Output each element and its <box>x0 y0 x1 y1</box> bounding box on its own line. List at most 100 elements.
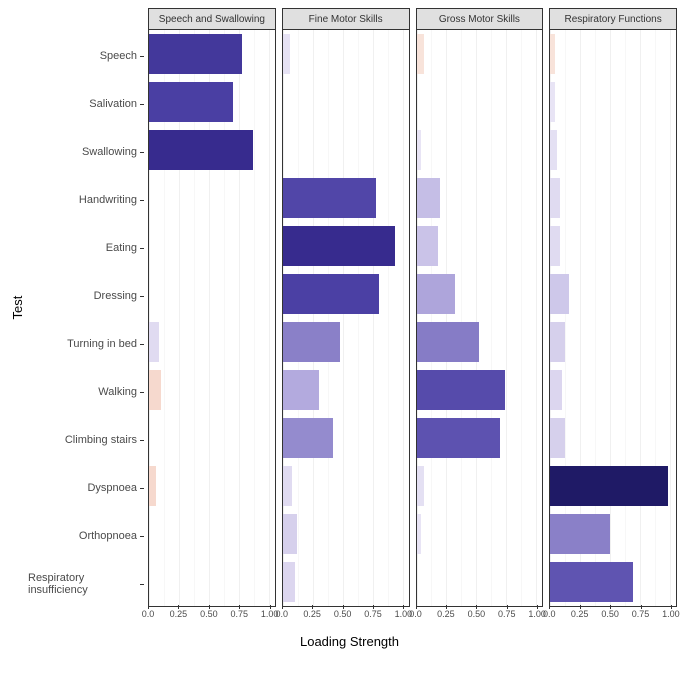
bar <box>417 226 439 266</box>
bar <box>149 370 161 410</box>
bar <box>283 562 295 602</box>
bar <box>149 130 253 170</box>
bar-row <box>283 366 409 414</box>
x-axis: 0.00.250.500.751.00 <box>416 609 544 627</box>
bar <box>149 466 156 506</box>
bar <box>550 130 557 170</box>
bar-row <box>417 126 543 174</box>
x-tick-label: 0.25 <box>170 609 188 619</box>
bar-row <box>417 78 543 126</box>
y-tick-label: Turning in bed <box>28 320 148 368</box>
bar <box>417 130 422 170</box>
y-axis-title: Test <box>10 295 25 319</box>
bar-row <box>550 174 676 222</box>
bar-row <box>550 462 676 510</box>
bar <box>550 178 560 218</box>
bar <box>149 34 242 74</box>
x-axis: 0.00.250.500.751.00 <box>148 609 276 627</box>
y-tick-label: Walking <box>28 368 148 416</box>
bar <box>283 178 376 218</box>
bar-row <box>149 510 275 558</box>
bar-row <box>283 414 409 462</box>
panel-body <box>282 30 410 607</box>
x-tick-label: 0.25 <box>303 609 321 619</box>
bar-row <box>283 510 409 558</box>
bar-row <box>550 318 676 366</box>
y-tick-label: Swallowing <box>28 128 148 176</box>
bar-row <box>417 414 543 462</box>
bar <box>283 34 290 74</box>
bar <box>417 34 424 74</box>
panel-header: Speech and Swallowing <box>148 8 276 30</box>
x-tick-label: 0.75 <box>498 609 516 619</box>
facet-panel: Respiratory Functions0.00.250.500.751.00 <box>549 8 677 630</box>
bar-row <box>149 78 275 126</box>
x-tick-label: 0.75 <box>632 609 650 619</box>
bar <box>550 82 555 122</box>
bar-row <box>283 318 409 366</box>
y-tick-label: Salivation <box>28 80 148 128</box>
x-tick-label: 0.0 <box>275 609 288 619</box>
x-tick-label: 0.25 <box>437 609 455 619</box>
bar-row <box>550 78 676 126</box>
x-tick-label: 0.50 <box>601 609 619 619</box>
bar <box>283 370 319 410</box>
y-tick-label: Orthopnoea <box>28 512 148 560</box>
y-tick-label: Speech <box>28 32 148 80</box>
x-tick-label: 0.50 <box>334 609 352 619</box>
bar-row <box>149 366 275 414</box>
x-tick-label: 0.50 <box>200 609 218 619</box>
bar <box>283 466 293 506</box>
bar <box>550 226 560 266</box>
bar-row <box>283 174 409 222</box>
y-tick-label: Handwriting <box>28 176 148 224</box>
bar <box>283 418 333 458</box>
bar-row <box>149 270 275 318</box>
bar-row <box>550 222 676 270</box>
bar <box>417 322 479 362</box>
panel-body <box>416 30 544 607</box>
bar <box>550 466 667 506</box>
x-tick-label: 1.00 <box>662 609 680 619</box>
y-tick-label: Respiratory insufficiency <box>28 560 148 608</box>
bar-row <box>550 270 676 318</box>
panel-body <box>148 30 276 607</box>
bar <box>550 418 564 458</box>
bar-row <box>417 318 543 366</box>
y-tick-label: Climbing stairs <box>28 416 148 464</box>
bar <box>283 322 340 362</box>
panel-header: Respiratory Functions <box>549 8 677 30</box>
bar-row <box>417 222 543 270</box>
chart: SpeechSalivationSwallowingHandwritingEat… <box>22 8 677 649</box>
bar <box>417 274 455 314</box>
panel-body <box>549 30 677 607</box>
bar-row <box>283 270 409 318</box>
bar <box>417 178 441 218</box>
bar-row <box>550 414 676 462</box>
bar-row <box>417 558 543 606</box>
bar-row <box>417 462 543 510</box>
bar <box>417 514 422 554</box>
bar-row <box>283 222 409 270</box>
bar-row <box>283 126 409 174</box>
bar <box>149 82 233 122</box>
bar <box>417 418 501 458</box>
x-axis: 0.00.250.500.751.00 <box>549 609 677 627</box>
bar <box>283 274 379 314</box>
bar-row <box>149 462 275 510</box>
facet-panel: Gross Motor Skills 0.00.250.500.751.00 <box>416 8 544 630</box>
bar-row <box>283 558 409 606</box>
facet-panel: Fine Motor Skills0.00.250.500.751.00 <box>282 8 410 630</box>
y-axis-labels: SpeechSalivationSwallowingHandwritingEat… <box>28 8 148 630</box>
bar-row <box>149 318 275 366</box>
bar-row <box>550 126 676 174</box>
bar <box>417 370 506 410</box>
y-tick-label: Dressing <box>28 272 148 320</box>
x-tick-label: 0.75 <box>364 609 382 619</box>
bar <box>550 34 555 74</box>
bar <box>149 322 159 362</box>
bar <box>550 514 610 554</box>
x-tick-label: 0.0 <box>543 609 556 619</box>
panel-header: Gross Motor Skills <box>416 8 544 30</box>
bar-row <box>417 366 543 414</box>
